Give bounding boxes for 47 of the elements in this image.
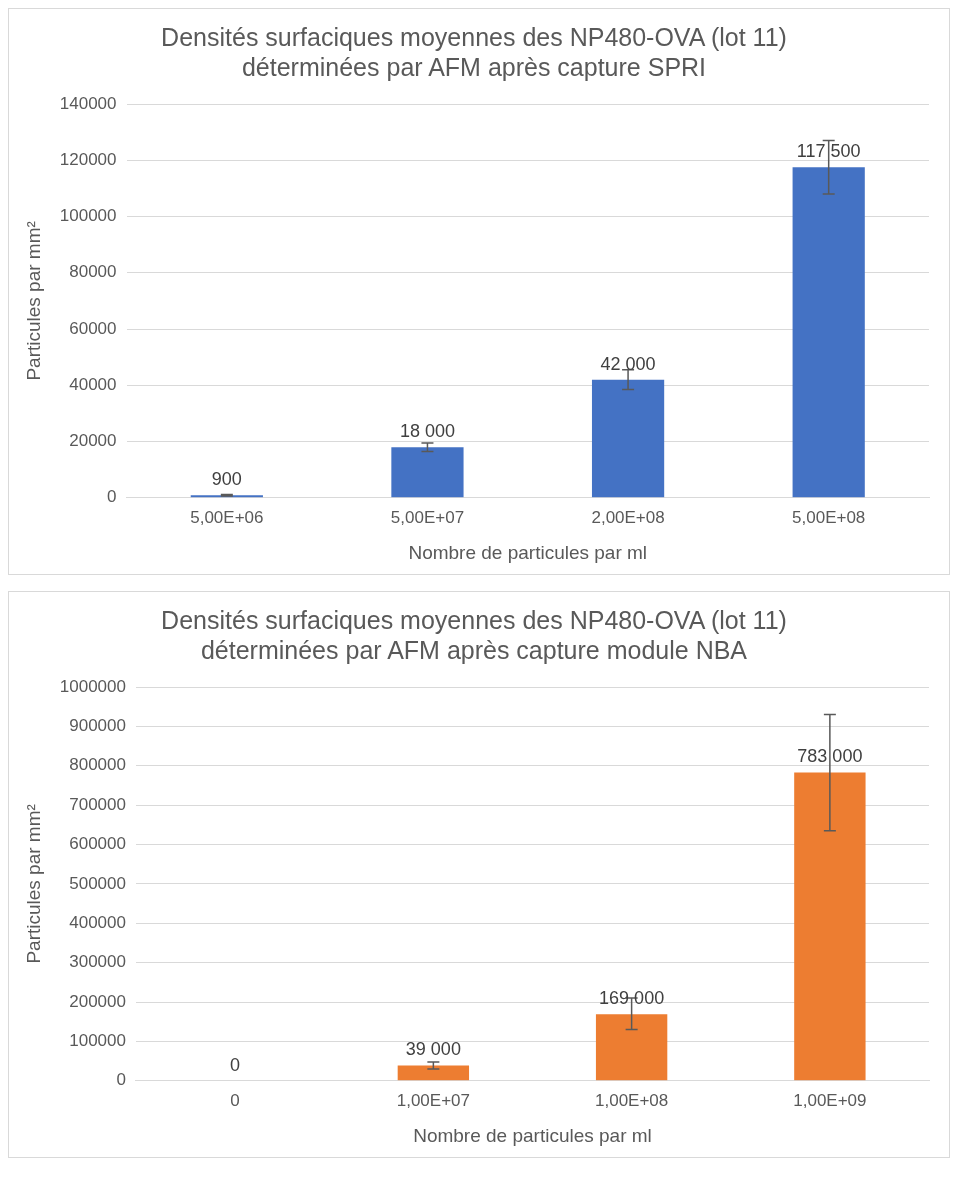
data-label: 39 000 [405,1039,461,1060]
y-tick-label: 0 [107,487,117,507]
data-label: 42 000 [600,353,656,374]
y-tick-label: 20000 [69,431,117,451]
data-label: 0 [230,1054,241,1075]
y-tick-label: 40000 [69,374,117,394]
chart-title: Densités surfaciques moyennes des NP480-OVA (lot 11) déterminées par AFM après capture SPRI [161,22,787,81]
y-tick-label: 0 [116,1070,126,1090]
data-label: 783 000 [797,746,863,767]
data-label: 169 000 [599,988,665,1009]
y-tick-label: 80000 [69,262,117,282]
x-tick-label: 5,00E+06 [190,507,264,527]
y-tick-label: 200000 [69,991,126,1011]
y-axis-title: Particules par mm² [22,804,44,964]
y-tick-label: 900000 [69,716,126,736]
x-tick-label: 1,00E+08 [594,1090,669,1110]
y-tick-label: 600000 [69,834,126,854]
bar [397,1065,470,1081]
y-tick-label: 140000 [59,93,117,113]
data-label: 117 500 [796,141,861,162]
x-tick-label: 0 [230,1090,240,1110]
y-tick-label: 100000 [69,1031,126,1051]
x-axis-title: Nombre de particules par ml [408,541,648,563]
x-tick-label: 1,00E+09 [793,1090,867,1110]
bar [794,772,866,1081]
bar [591,379,665,498]
y-axis-title: Particules par mm² [22,221,44,381]
data-label: 18 000 [399,421,455,442]
bar [595,1014,668,1081]
y-tick-label: 700000 [69,794,126,814]
y-tick-label: 400000 [69,912,126,932]
data-label: 900 [211,469,242,490]
x-tick-label: 5,00E+08 [792,507,866,527]
y-tick-label: 100000 [59,206,117,226]
x-tick-label: 2,00E+08 [591,507,665,527]
y-tick-label: 300000 [69,952,126,972]
x-tick-label: 5,00E+07 [390,507,465,527]
y-tick-label: 500000 [69,873,126,893]
y-tick-label: 800000 [69,755,126,775]
bar [792,167,865,498]
bar [391,447,464,498]
y-tick-label: 120000 [59,149,117,169]
y-tick-label: 1000000 [59,676,126,696]
x-tick-label: 1,00E+07 [396,1090,470,1110]
x-axis-title: Nombre de particules par ml [413,1124,652,1146]
y-tick-label: 60000 [69,318,117,338]
chart-title: Densités surfaciques moyennes des NP480-OVA (lot 11) déterminées par AFM après capture module NBA [161,605,787,664]
